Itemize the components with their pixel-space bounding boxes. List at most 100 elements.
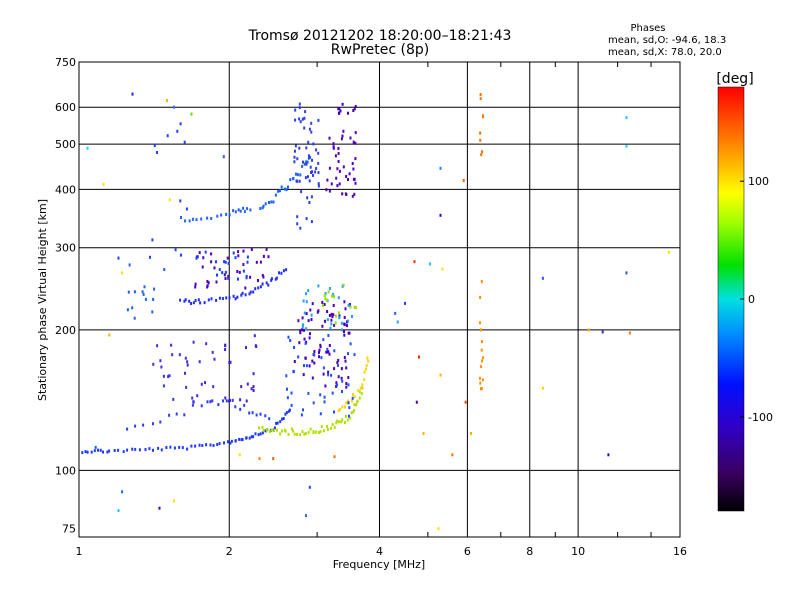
data-point <box>335 176 338 180</box>
data-point <box>261 206 264 210</box>
data-point <box>149 255 151 259</box>
data-point <box>306 196 309 200</box>
data-point <box>238 453 241 457</box>
data-point <box>325 350 328 354</box>
data-point <box>311 158 313 162</box>
data-point <box>341 390 343 393</box>
data-point <box>261 425 264 429</box>
data-point <box>246 207 249 211</box>
data-point <box>326 318 329 322</box>
data-point <box>117 448 120 452</box>
data-point <box>285 374 288 378</box>
data-point <box>343 300 346 304</box>
data-point <box>275 421 278 425</box>
data-point <box>351 396 354 400</box>
data-point <box>311 302 314 306</box>
data-point <box>308 179 311 183</box>
data-point <box>301 164 304 168</box>
data-point <box>229 441 232 445</box>
data-point <box>322 338 325 342</box>
data-point <box>309 332 311 336</box>
data-point <box>294 118 297 122</box>
y-tick-label: 200 <box>55 324 76 337</box>
data-point <box>541 276 544 280</box>
colorbar-tick-label: 100 <box>748 175 769 188</box>
data-point <box>272 457 275 461</box>
data-point <box>245 276 248 280</box>
data-point <box>328 189 331 193</box>
data-point <box>333 455 336 459</box>
data-point <box>216 443 219 446</box>
data-point <box>194 444 197 448</box>
data-point <box>429 262 431 266</box>
data-point <box>267 255 270 259</box>
data-point <box>227 276 230 280</box>
data-point <box>227 440 229 444</box>
y-tick-label: 100 <box>55 464 76 477</box>
data-point <box>153 144 156 148</box>
data-point <box>396 320 399 324</box>
data-point <box>267 283 270 287</box>
colorbar-tick-label: 0 <box>748 293 755 306</box>
data-point <box>310 121 313 125</box>
stats-heading: Phases <box>630 23 665 34</box>
data-point <box>480 328 482 332</box>
y-tick-label: 300 <box>55 242 76 255</box>
data-point <box>237 254 240 258</box>
data-point <box>348 331 351 335</box>
data-point <box>206 400 209 404</box>
data-point <box>341 418 344 422</box>
data-point <box>282 269 285 273</box>
data-point <box>337 147 340 150</box>
data-point <box>241 291 244 295</box>
data-point <box>327 373 330 377</box>
data-point <box>279 432 282 436</box>
data-point <box>289 178 292 182</box>
data-point <box>265 428 268 432</box>
data-point <box>331 294 334 298</box>
data-point <box>335 381 338 385</box>
data-point <box>439 373 442 377</box>
data-point <box>324 292 327 296</box>
data-point <box>319 412 322 416</box>
data-point <box>121 271 124 275</box>
data-point <box>212 385 215 389</box>
data-point <box>153 287 156 291</box>
data-point <box>317 171 320 175</box>
data-point <box>142 423 145 427</box>
data-point <box>308 364 311 368</box>
data-point <box>625 144 628 148</box>
data-point <box>252 385 255 389</box>
data-point <box>301 316 304 320</box>
data-point <box>272 200 275 204</box>
data-point <box>413 260 416 264</box>
data-point <box>296 222 299 226</box>
data-point <box>296 173 299 177</box>
data-point <box>317 431 320 434</box>
data-point <box>133 316 136 320</box>
data-point <box>319 343 322 347</box>
axis-ticks: 1 2 4 6 8 10 16 75 100 200 300 400 500 600 750 <box>55 56 687 558</box>
data-point <box>302 373 305 377</box>
data-point <box>303 328 305 332</box>
data-point <box>345 414 347 418</box>
data-point <box>302 160 304 164</box>
data-point <box>299 331 302 335</box>
data-point <box>243 210 246 214</box>
data-point <box>304 341 307 345</box>
data-point <box>113 449 116 452</box>
y-tick-label: 750 <box>55 56 76 69</box>
plot-frame <box>78 61 681 538</box>
data-point <box>152 362 155 366</box>
data-point <box>232 209 235 213</box>
data-point <box>186 363 189 367</box>
data-point <box>227 274 230 278</box>
data-point <box>333 410 335 414</box>
data-point <box>303 364 305 368</box>
data-point <box>328 136 331 140</box>
data-point <box>352 109 355 112</box>
data-point <box>172 397 175 401</box>
data-point <box>315 167 318 170</box>
data-point <box>481 150 484 154</box>
data-point <box>330 182 333 186</box>
